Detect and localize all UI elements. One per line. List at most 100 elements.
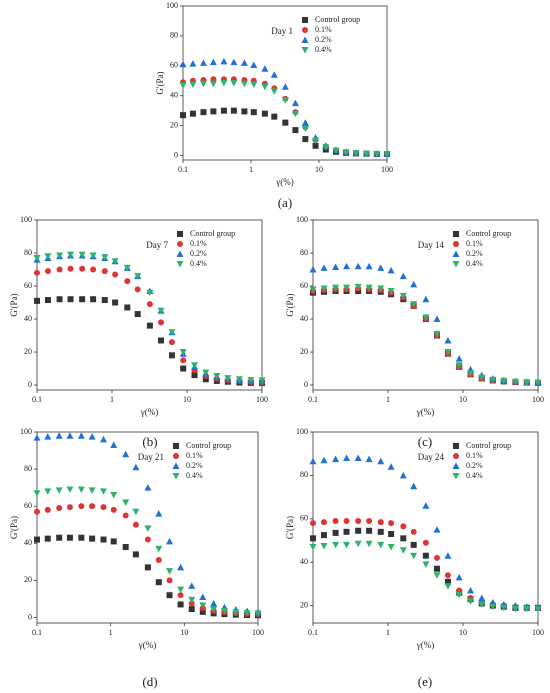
x-tick-label: 10 [183,395,191,404]
point [101,297,108,304]
point [240,80,248,88]
x-tick-label: 100 [532,395,544,404]
x-tick-label: 1 [386,395,390,404]
point [112,299,119,306]
point [199,593,207,601]
point [433,554,440,561]
legend-marker [453,231,459,237]
x-axis-label: γ(%) [416,640,434,650]
point [230,80,238,87]
x-tick-label: 0.1 [308,628,318,637]
point [66,486,74,493]
panel: 0 20 40 60 80 100 0.1 1 10 100 γ(%) G'(Pa) (a) Day 1 C… [155,1,393,210]
point [271,113,278,120]
panel: 0 20 40 60 80 100 0.1 1 10 100 γ(%) G'(Pa) (d) Day 21… [9,427,264,689]
point [455,591,463,599]
point [34,297,40,304]
point [282,119,289,126]
point [34,269,40,276]
plot-frame [312,219,539,391]
point [56,505,63,512]
y-tick-label: 20 [24,347,32,356]
y-tick-label: 40 [300,314,308,323]
point [101,254,109,261]
point [444,578,451,585]
x-tick-label: 0.1 [308,395,318,404]
point [444,583,452,590]
legend-label: Control group [315,15,360,24]
point [478,594,486,602]
point [88,487,96,494]
point [166,592,173,599]
point [422,314,430,321]
legend-label: 0.1% [190,239,207,248]
legend-marker [452,261,460,268]
point [44,268,51,275]
legend-marker [176,261,184,268]
point [352,150,360,157]
legend-label: 0.4% [466,471,483,480]
point [281,97,289,104]
legend-marker [452,462,460,469]
point [55,487,63,494]
point [258,377,266,384]
point [354,283,362,291]
legend-label: 0.4% [466,259,483,268]
y-tick-label: 20 [24,575,32,584]
x-axis-label: γ(%) [416,407,434,417]
point [199,602,207,609]
x-tick-label: 10 [315,165,323,174]
panel: 20 40 60 80 100 0.1 1 10 100 γ(%) G'(Pa) (e) Day 24 C… [285,427,544,689]
x-tick-label: 100 [252,628,264,637]
point [188,600,195,607]
point [400,535,407,542]
point [500,604,508,612]
point [332,517,339,524]
point [343,517,350,524]
point [213,372,221,380]
point [312,137,320,145]
point [388,531,395,538]
point [467,370,475,377]
y-axis-label: G'(Pa) [9,516,19,539]
plot-frame [312,431,539,624]
point [322,144,330,151]
legend-marker [173,453,179,459]
x-tick-label: 0.1 [178,165,188,174]
point [132,508,140,516]
y-tick-label: 40 [300,557,308,566]
point [332,455,340,463]
point [410,301,418,308]
point [124,304,131,311]
point [179,60,187,68]
point [188,606,195,613]
legend-label: Control group [190,229,235,238]
point [220,607,228,615]
point [224,375,232,382]
point [56,252,64,259]
annotation: Day 21 [138,452,164,462]
point [188,596,196,604]
y-tick-label: 80 [300,248,308,257]
point [66,432,74,439]
point [354,454,362,462]
point [132,551,139,558]
point [155,545,163,553]
y-tick-label: 80 [300,470,308,479]
legend-label: 0.2% [466,461,483,470]
point [180,357,187,364]
point [210,600,218,607]
point [56,296,63,303]
point [111,258,119,265]
point [123,264,131,272]
point [422,552,429,559]
point [209,58,217,66]
point [67,251,75,259]
point [112,271,119,278]
point [33,254,41,262]
x-tick-label: 10 [459,395,467,404]
point [44,488,52,495]
point [500,377,508,385]
y-tick-label: 100 [296,427,308,436]
